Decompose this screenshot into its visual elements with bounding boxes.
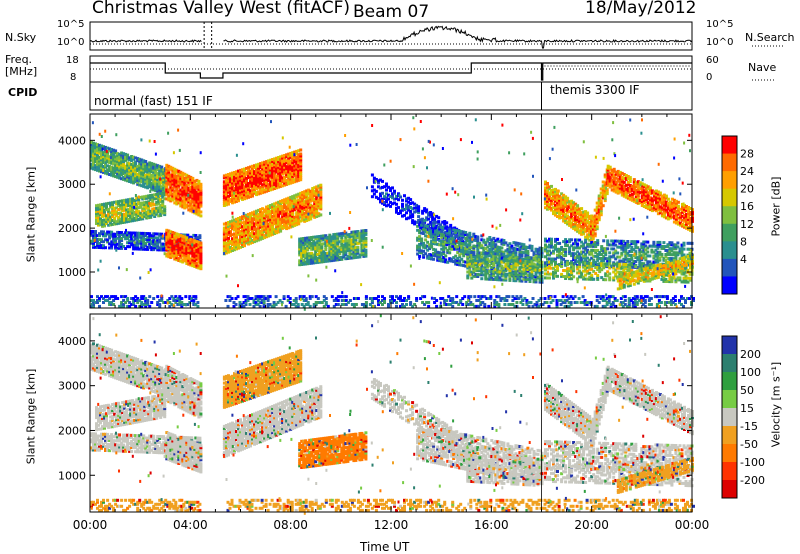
power-ytick-label: 3000 — [58, 178, 86, 191]
cpid-label: CPID — [8, 86, 38, 99]
power-colorbar-tick: 8 — [740, 235, 747, 248]
nsky-label: N.Sky — [5, 31, 37, 44]
velocity-colorbar-segment — [722, 408, 737, 427]
velocity-colorbar-segment — [722, 426, 737, 445]
freq-tick-bottom: 8 — [70, 72, 77, 83]
power-colorbar-segment — [722, 276, 737, 295]
x-axis-label: Time UT — [360, 540, 410, 554]
power-colorbar-segment — [722, 153, 737, 172]
power-colorbar-tick: 16 — [740, 200, 754, 213]
power-colorbar-segment — [722, 241, 737, 260]
velocity-colorbar-segment — [722, 462, 737, 481]
velocity-xtick-label: 08:00 — [273, 518, 308, 532]
velocity-colorbar-frame — [721, 335, 738, 499]
freq-unit-label: [MHz] — [5, 65, 38, 78]
date-label: 18/May/2012 — [585, 0, 697, 18]
power-colorbar-tick: 12 — [740, 218, 754, 231]
power-colorbar-tick: 4 — [740, 253, 747, 266]
velocity-ytick-label: 4000 — [58, 335, 86, 348]
power-ytick-label: 1000 — [58, 266, 86, 279]
velocity-colorbar-tick: -50 — [740, 438, 758, 451]
power-scatter — [90, 116, 695, 311]
velocity-colorbar-tick: 200 — [740, 348, 761, 361]
velocity-ytick-label: 1000 — [58, 469, 86, 482]
power-colorbar-tick: 20 — [740, 183, 754, 196]
velocity-colorbar-tick: 50 — [740, 384, 754, 397]
nsearch-tick-bottom: 10^0 — [706, 37, 734, 48]
power-colorbar-segment — [722, 171, 737, 190]
velocity-colorbar-segment — [722, 390, 737, 409]
power-colorbar-tick: 28 — [740, 148, 754, 161]
cpid-mode-themis: themis 3300 IF — [550, 83, 640, 97]
velocity-colorbar-tick: -200 — [740, 474, 765, 487]
velocity-colorbar-segment — [722, 336, 737, 355]
freq-label: Freq. — [5, 53, 33, 66]
velocity-ytick-label: 2000 — [58, 424, 86, 437]
velocity-colorbar-tick: -15 — [740, 420, 758, 433]
station-title: Christmas Valley West (fitACF) — [92, 0, 351, 18]
nsky-panel-frame — [89, 21, 693, 51]
nsearch-tick-top: 10^5 — [706, 19, 734, 30]
velocity-colorbar-segment — [722, 372, 737, 391]
nave-tick-bottom: 0 — [706, 72, 713, 83]
power-ytick-label: 2000 — [58, 222, 86, 235]
power-colorbar-segment — [722, 188, 737, 207]
power-colorbar-segment — [722, 206, 737, 225]
velocity-xtick-label: 00:00 — [675, 518, 710, 532]
nsky-tick-top: 10^5 — [57, 19, 85, 30]
velocity-xtick-label: 04:00 — [173, 518, 208, 532]
velocity-xtick-label: 12:00 — [374, 518, 409, 532]
velocity-colorbar-tick: 15 — [740, 402, 754, 415]
velocity-xtick-label: 00:00 — [73, 518, 108, 532]
beam-label: Beam 07 — [353, 2, 430, 22]
power-colorbar-frame — [721, 135, 738, 295]
nave-tick-top: 60 — [706, 55, 719, 66]
velocity-xtick-label: 20:00 — [574, 518, 609, 532]
freq-tick-top: 18 — [66, 55, 79, 66]
velocity-xtick-label: 16:00 — [474, 518, 509, 532]
power-colorbar-segment — [722, 223, 737, 242]
power-colorbar-tick: 24 — [740, 165, 754, 178]
velocity-colorbar-segment — [722, 354, 737, 373]
velocity-colorbar-tick: -100 — [740, 456, 765, 469]
nsky-trace — [89, 25, 693, 49]
power-colorbar-segment — [722, 258, 737, 277]
power-ytick-label: 4000 — [58, 134, 86, 147]
cpid-panel-frame — [89, 81, 693, 111]
nsearch-label: N.Search — [745, 31, 795, 44]
velocity-colorbar-segment — [722, 444, 737, 463]
nave-label: Nave — [748, 61, 777, 74]
nsky-tick-bottom: 10^0 — [57, 37, 85, 48]
cpid-mode-normal: normal (fast) 151 IF — [94, 94, 213, 108]
velocity-ytick-label: 3000 — [58, 380, 86, 393]
velocity-colorbar-segment — [722, 480, 737, 499]
velocity-colorbar-tick: 100 — [740, 366, 761, 379]
freq-trace — [90, 62, 692, 81]
velocity-scatter — [90, 314, 695, 515]
power-colorbar-segment — [722, 136, 737, 155]
